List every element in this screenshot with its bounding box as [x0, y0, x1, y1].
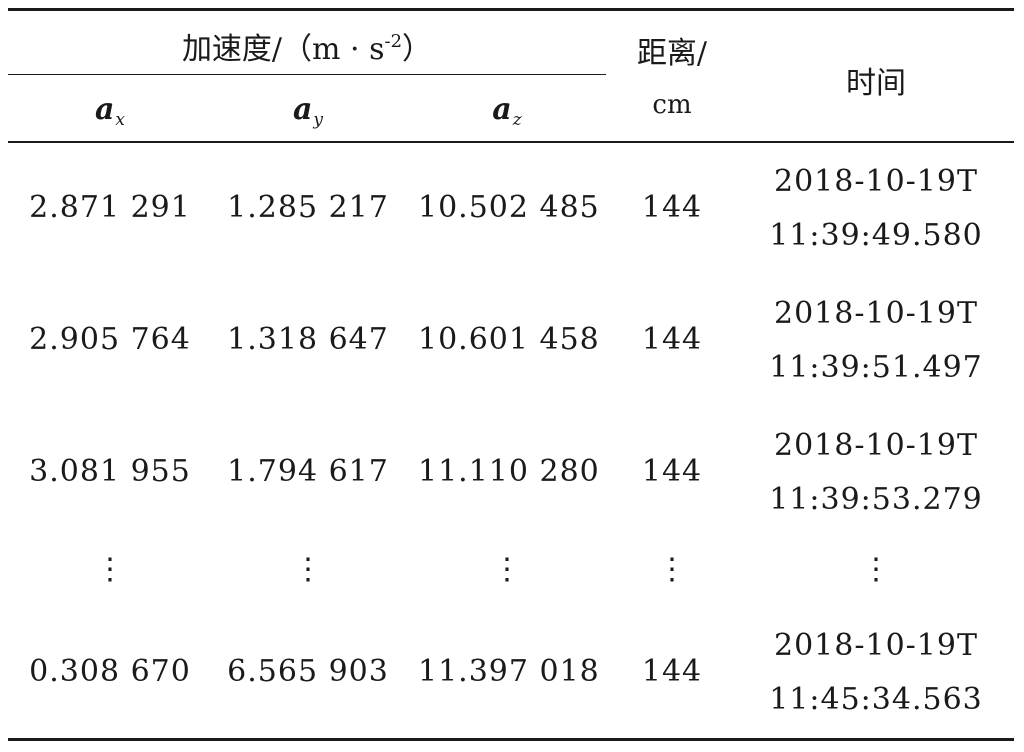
az-header: az — [424, 92, 590, 130]
table-cell-ax: 2.905 764 — [29, 322, 191, 357]
table-cell-distance: 144 — [641, 654, 703, 689]
acceleration-group-header: 加速度/（m · s-2） — [8, 24, 606, 68]
ellipsis-ax: ⋮ — [95, 552, 125, 587]
table-cell-time: 11:39:51.497 — [769, 350, 983, 385]
table-cell-date: 2018-10-19T — [774, 296, 978, 331]
table-cell-ax: 3.081 955 — [29, 454, 191, 489]
table-cell-time: 11:39:49.580 — [769, 218, 983, 253]
az-base: a — [492, 92, 512, 127]
table-cell-ay: 1.794 617 — [227, 454, 389, 489]
table-cell-time: 11:45:34.563 — [769, 682, 983, 717]
ax-header: ax — [30, 92, 190, 130]
table-cell-az: 10.601 458 — [418, 322, 600, 357]
table-cell-ay: 6.565 903 — [227, 654, 389, 689]
table-cell-az: 11.110 280 — [418, 454, 600, 489]
az-sub: z — [512, 110, 522, 130]
ay-sub: y — [313, 110, 324, 130]
top-rule — [8, 8, 1014, 11]
group-rule — [8, 74, 606, 75]
header-bottom-rule — [8, 141, 1014, 143]
table-cell-az: 10.502 485 — [418, 190, 600, 225]
acceleration-close: ） — [402, 32, 433, 67]
table-cell-time: 11:39:53.279 — [769, 482, 983, 517]
ellipsis-time: ⋮ — [861, 552, 891, 587]
ay-header: ay — [228, 92, 388, 130]
table-cell-ax: 2.871 291 — [29, 190, 191, 225]
bottom-rule — [8, 738, 1014, 741]
table-cell-date: 2018-10-19T — [774, 428, 978, 463]
table-cell-ay: 1.318 647 — [227, 322, 389, 357]
ay-base: a — [292, 92, 313, 127]
distance-header: 距离/ — [636, 36, 708, 71]
table-cell-distance: 144 — [641, 190, 703, 225]
time-header: 时间 — [846, 66, 906, 101]
ellipsis-az: ⋮ — [492, 552, 522, 587]
table-cell-date: 2018-10-19T — [774, 628, 978, 663]
ellipsis-ay: ⋮ — [293, 552, 323, 587]
table-cell-ay: 1.285 217 — [227, 190, 389, 225]
table-cell-az: 11.397 018 — [418, 654, 600, 689]
table-cell-ax: 0.308 670 — [29, 654, 191, 689]
acceleration-exponent: -2 — [384, 31, 403, 52]
table-cell-distance: 144 — [641, 454, 703, 489]
ax-sub: x — [115, 110, 126, 130]
table-cell-distance: 144 — [641, 322, 703, 357]
table-cell-date: 2018-10-19T — [774, 164, 978, 199]
distance-unit-header: cm — [652, 90, 692, 120]
ax-base: a — [94, 92, 115, 127]
ellipsis-distance: ⋮ — [657, 552, 687, 587]
acceleration-label: 加速度/（m · s — [181, 32, 385, 67]
